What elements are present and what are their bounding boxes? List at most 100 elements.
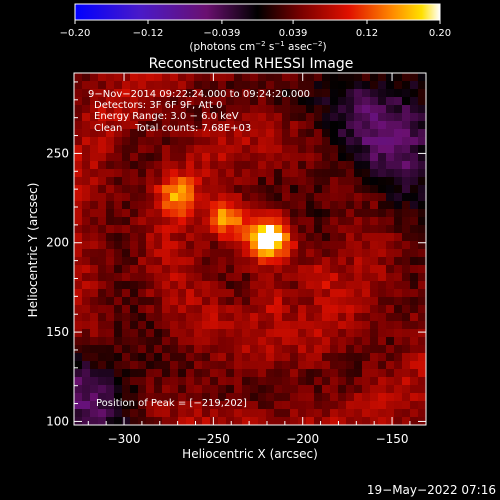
heatmap-cell bbox=[290, 337, 299, 346]
heatmap-cell bbox=[130, 345, 139, 354]
heatmap-cell bbox=[146, 361, 155, 370]
heatmap-cell bbox=[170, 345, 179, 354]
heatmap-cell bbox=[410, 385, 419, 394]
heatmap-cell bbox=[170, 193, 179, 202]
heatmap-cell bbox=[74, 97, 83, 106]
heatmap-cell bbox=[402, 281, 411, 290]
heatmap-cell bbox=[138, 409, 147, 418]
heatmap-cell bbox=[202, 105, 211, 114]
heatmap-cell bbox=[274, 177, 283, 186]
heatmap-cell bbox=[218, 97, 227, 106]
heatmap-cell bbox=[378, 321, 387, 330]
heatmap-cell bbox=[122, 89, 131, 98]
heatmap-cell bbox=[314, 257, 323, 266]
heatmap-cell bbox=[218, 353, 227, 362]
heatmap-cell bbox=[202, 337, 211, 346]
heatmap-cell bbox=[218, 417, 227, 426]
heatmap-cell bbox=[266, 129, 275, 138]
heatmap-cell bbox=[378, 377, 387, 386]
heatmap-cell bbox=[114, 169, 123, 178]
heatmap-cell bbox=[274, 401, 283, 410]
heatmap-cell bbox=[338, 81, 347, 90]
heatmap-cell bbox=[274, 97, 283, 106]
heatmap-cell bbox=[106, 209, 115, 218]
heatmap-cell bbox=[194, 281, 203, 290]
heatmap-cell bbox=[210, 265, 219, 274]
heatmap-cell bbox=[122, 73, 131, 82]
heatmap-cell bbox=[418, 257, 427, 266]
heatmap-cell bbox=[162, 233, 171, 242]
heatmap-cell bbox=[98, 297, 107, 306]
heatmap-cell bbox=[346, 177, 355, 186]
heatmap-cell bbox=[250, 249, 259, 258]
heatmap-cell bbox=[82, 353, 91, 362]
heatmap-cell bbox=[162, 113, 171, 122]
heatmap-cell bbox=[146, 217, 155, 226]
heatmap-cell bbox=[178, 353, 187, 362]
heatmap-cell bbox=[154, 329, 163, 338]
heatmap-cell bbox=[378, 73, 387, 82]
heatmap-cell bbox=[386, 81, 395, 90]
heatmap-cell bbox=[354, 153, 363, 162]
heatmap-cell bbox=[130, 273, 139, 282]
heatmap-cell bbox=[218, 217, 227, 226]
heatmap-cell bbox=[170, 241, 179, 250]
heatmap-cell bbox=[354, 225, 363, 234]
heatmap-cell bbox=[250, 401, 259, 410]
heatmap-cell bbox=[154, 409, 163, 418]
heatmap-cell bbox=[266, 209, 275, 218]
heatmap-cell bbox=[122, 81, 131, 90]
heatmap-cell bbox=[418, 369, 427, 378]
heatmap-cell bbox=[346, 161, 355, 170]
heatmap-cell bbox=[178, 281, 187, 290]
heatmap-cell bbox=[394, 217, 403, 226]
heatmap-cell bbox=[138, 185, 147, 194]
heatmap-cell bbox=[410, 97, 419, 106]
heatmap-cell bbox=[402, 233, 411, 242]
heatmap-cell bbox=[402, 377, 411, 386]
heatmap-cell bbox=[298, 401, 307, 410]
heatmap-cell bbox=[146, 233, 155, 242]
heatmap-cell bbox=[130, 337, 139, 346]
heatmap-cell bbox=[74, 185, 83, 194]
heatmap-cell bbox=[386, 417, 395, 426]
heatmap-cell bbox=[186, 297, 195, 306]
heatmap-cell bbox=[298, 361, 307, 370]
heatmap-cell bbox=[258, 97, 267, 106]
heatmap-cell bbox=[354, 313, 363, 322]
heatmap-cell bbox=[354, 337, 363, 346]
heatmap-cell bbox=[138, 113, 147, 122]
heatmap-cell bbox=[418, 89, 427, 98]
heatmap-cell bbox=[242, 329, 251, 338]
heatmap-cell bbox=[146, 73, 155, 82]
heatmap-cell bbox=[322, 337, 331, 346]
heatmap-cell bbox=[106, 81, 115, 90]
heatmap-cell bbox=[90, 313, 99, 322]
heatmap-cell bbox=[242, 81, 251, 90]
heatmap-cell bbox=[338, 329, 347, 338]
heatmap-cell bbox=[242, 73, 251, 82]
heatmap-cell bbox=[106, 337, 115, 346]
heatmap-cell bbox=[378, 89, 387, 98]
heatmap-cell bbox=[74, 129, 83, 138]
heatmap-cell bbox=[354, 385, 363, 394]
heatmap-cell bbox=[186, 233, 195, 242]
heatmap-cell bbox=[250, 145, 259, 154]
heatmap-cell bbox=[74, 313, 83, 322]
heatmap-cell bbox=[242, 345, 251, 354]
heatmap-cell bbox=[354, 289, 363, 298]
heatmap-cell bbox=[362, 113, 371, 122]
heatmap-cell bbox=[242, 145, 251, 154]
heatmap-cell bbox=[226, 281, 235, 290]
heatmap-cell bbox=[146, 161, 155, 170]
heatmap-cell bbox=[82, 337, 91, 346]
heatmap-cell bbox=[210, 353, 219, 362]
heatmap-cell bbox=[146, 145, 155, 154]
heatmap-cell bbox=[378, 369, 387, 378]
heatmap-cell bbox=[330, 281, 339, 290]
heatmap-cell bbox=[370, 409, 379, 418]
heatmap-cell bbox=[130, 353, 139, 362]
heatmap-cell bbox=[146, 273, 155, 282]
heatmap-cell bbox=[82, 361, 91, 370]
heatmap-cell bbox=[290, 145, 299, 154]
